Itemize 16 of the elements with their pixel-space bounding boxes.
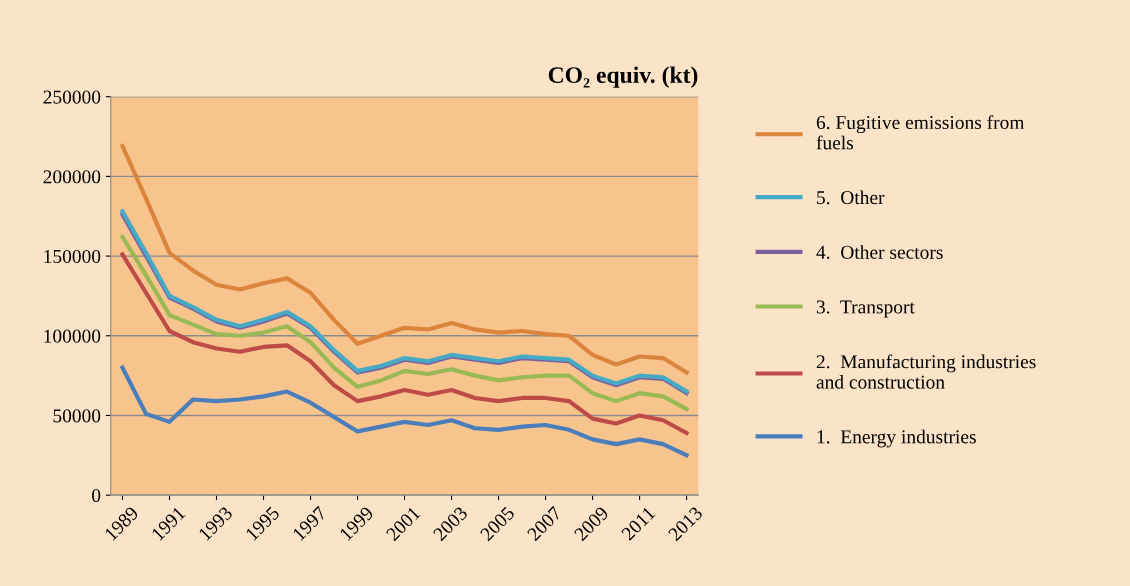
- legend-label: 3. Transport: [816, 300, 915, 318]
- chart-title: CO₂ equiv. (kt): [548, 66, 698, 88]
- x-tick-label: 1991: [151, 506, 186, 541]
- x-tick-label: 2011: [620, 506, 656, 541]
- legend-label: 4. Other sectors: [816, 245, 943, 259]
- legend-label: 1. Energy industries: [817, 429, 976, 448]
- y-tick-label: 0: [92, 488, 101, 503]
- y-tick-label: 250000: [43, 90, 101, 104]
- legend-label: 6. Fugitive emissions from fuels: [816, 115, 1025, 150]
- y-tick-label: 150000: [44, 249, 101, 264]
- y-tick-label: 200000: [43, 170, 101, 184]
- legend-label: 2. Manufacturing industries and construction: [816, 354, 1036, 389]
- y-tick-label: 100000: [44, 329, 101, 343]
- x-tick-label: 2001: [385, 506, 421, 542]
- y-tick-label: 50000: [53, 409, 101, 423]
- legend-label: 5. Other: [817, 190, 885, 205]
